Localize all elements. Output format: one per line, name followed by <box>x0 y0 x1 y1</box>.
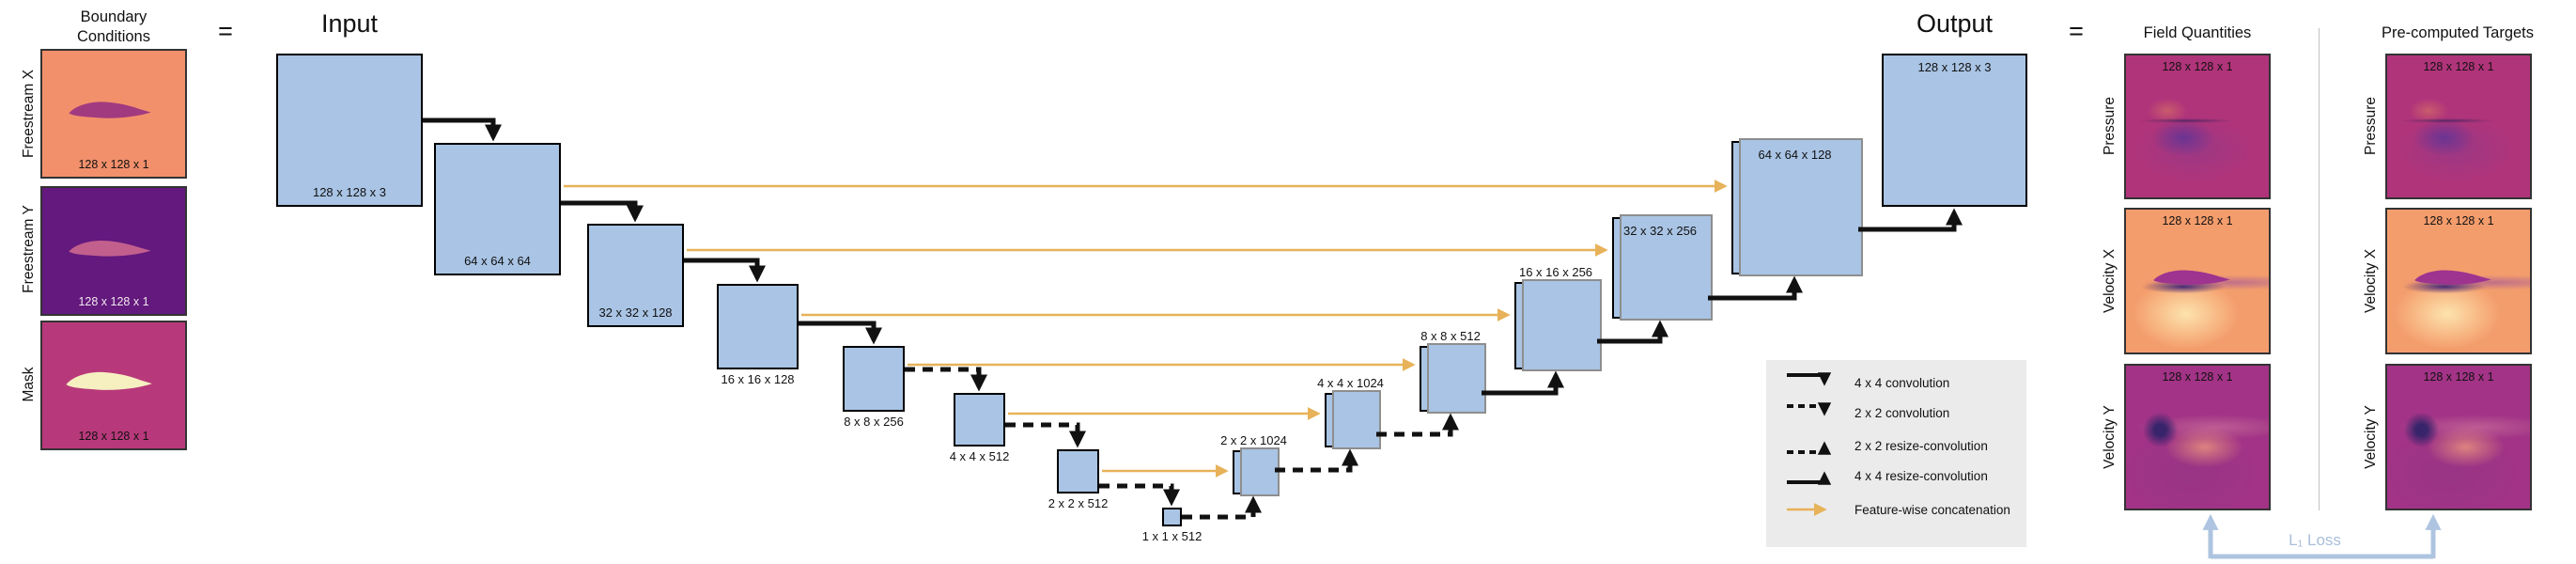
fq-pressure-label: Pressure <box>2102 96 2118 156</box>
fq-velocity-y-image: 128 x 128 x 1 <box>2124 364 2271 510</box>
pt-velocity-y-image: 128 x 128 x 1 <box>2385 364 2532 510</box>
legend-item: 4 x 4 convolution <box>1783 370 1949 395</box>
legend-label: 4 x 4 convolution <box>1854 375 1950 390</box>
legend-item: 4 x 4 resize-convolution <box>1783 463 1988 488</box>
airfoil-silhouette <box>66 371 152 390</box>
block-dec-4x4: 4 x 4 x 1024 <box>1317 376 1384 449</box>
block-dims: 2 x 2 x 512 <box>1047 496 1109 510</box>
image-dims: 128 x 128 x 1 <box>2423 370 2494 384</box>
block-dec-8x8: 8 x 8 x 512 <box>1420 329 1486 414</box>
block-dims: 1 x 1 x 512 <box>1141 529 1203 543</box>
mask-label: Mask <box>21 367 37 402</box>
fq-pressure-image: 128 x 128 x 1 <box>2124 54 2271 199</box>
block-dec-64x64: 64 x 64 x 128 <box>1731 138 1863 276</box>
block-dims: 4 x 4 x 1024 <box>1317 376 1384 390</box>
block-bottleneck-1x1: 1 x 1 x 512 <box>1142 508 1202 543</box>
block-dec-32x32: 32 x 32 x 256 <box>1612 214 1713 321</box>
block-dims: 16 x 16 x 256 <box>1518 265 1593 279</box>
freestream-y-label: Freestream Y <box>21 205 37 293</box>
airfoil-silhouette <box>2414 270 2492 286</box>
legend-icon-feature-concatenation <box>1787 503 1827 516</box>
legend-label: 2 x 2 resize-convolution <box>1854 438 1988 453</box>
block-dims: 4 x 4 x 512 <box>949 449 1010 463</box>
block-enc-32x32: 32 x 32 x 128 <box>587 224 684 327</box>
input-title: Input <box>320 9 379 38</box>
block-dims: 128 x 128 x 3 <box>312 185 387 199</box>
block-dims: 128 x 128 x 3 <box>1917 60 1992 74</box>
image-dims: 128 x 128 x 1 <box>78 158 149 171</box>
block-dims: 8 x 8 x 512 <box>1420 329 1481 343</box>
block-output: 128 x 128 x 3 <box>1882 54 2027 207</box>
block-dims: 64 x 64 x 128 <box>1758 148 1832 162</box>
block-dims: 2 x 2 x 1024 <box>1220 433 1287 447</box>
legend-label: Feature-wise concatenation <box>1854 502 2010 517</box>
legend-item: 2 x 2 convolution <box>1783 400 1949 425</box>
block-dims: 8 x 8 x 256 <box>844 415 904 429</box>
pt-pressure-image: 128 x 128 x 1 <box>2385 54 2532 199</box>
legend-icon-2x2-convolution <box>1787 402 1832 416</box>
pt-velocity-y-label: Velocity Y <box>2363 405 2379 469</box>
block-dec-2x2: 2 x 2 x 1024 <box>1220 433 1287 496</box>
block-input: 128 x 128 x 3 <box>276 54 423 207</box>
pt-pressure-label: Pressure <box>2363 96 2379 156</box>
legend-label: 2 x 2 convolution <box>1854 405 1950 420</box>
image-dims: 128 x 128 x 1 <box>2423 60 2494 73</box>
image-dims: 128 x 128 x 1 <box>2162 60 2233 73</box>
legend-icon-4x4-resize-convolution <box>1787 471 1832 485</box>
image-dims: 128 x 128 x 1 <box>2423 214 2494 227</box>
block-dims: 32 x 32 x 128 <box>598 306 673 320</box>
precomputed-targets-title: Pre-computed Targets <box>2381 24 2535 41</box>
legend-item: 2 x 2 resize-convolution <box>1783 433 1988 458</box>
block-dec-16x16: 16 x 16 x 256 <box>1514 265 1602 371</box>
fq-velocity-y-label: Velocity Y <box>2102 405 2118 469</box>
resize-conv-2x2-arrows <box>1182 413 1459 520</box>
legend-box: 4 x 4 convolution 2 x 2 convolution 2 x … <box>1766 360 2026 547</box>
legend-icon-2x2-resize-convolution <box>1787 441 1832 455</box>
airfoil-silhouette <box>69 102 151 118</box>
equals-sign-right: = <box>2069 17 2084 45</box>
field-quantities-title: Field Quantities <box>2143 24 2252 41</box>
block-dims: 64 x 64 x 64 <box>464 254 531 268</box>
mask-image: 128 x 128 x 1 <box>40 321 187 450</box>
output-title: Output <box>1916 9 1994 38</box>
block-enc-2x2: 2 x 2 x 512 <box>1048 449 1108 510</box>
legend-item: Feature-wise concatenation <box>1783 497 2010 522</box>
equals-sign-left: = <box>218 17 233 45</box>
fq-velocity-x-image: 128 x 128 x 1 <box>2124 208 2271 354</box>
image-dims: 128 x 128 x 1 <box>2162 214 2233 227</box>
block-dims: 32 x 32 x 256 <box>1622 224 1698 238</box>
image-dims: 128 x 128 x 1 <box>78 430 149 443</box>
block-enc-16x16: 16 x 16 x 128 <box>717 284 799 386</box>
block-enc-8x8: 8 x 8 x 256 <box>843 346 905 429</box>
freestream-y-image: 128 x 128 x 1 <box>40 186 187 316</box>
l1-loss-label: L₁ Loss <box>2289 531 2341 549</box>
block-enc-64x64: 64 x 64 x 64 <box>434 143 561 275</box>
image-dims: 128 x 128 x 1 <box>78 295 149 308</box>
freestream-x-image: 128 x 128 x 1 <box>40 49 187 179</box>
legend-label: 4 x 4 resize-convolution <box>1854 468 1988 483</box>
boundary-conditions-title: Boundary Conditions <box>77 8 150 46</box>
airfoil-silhouette <box>69 240 151 257</box>
freestream-x-label: Freestream X <box>21 70 37 158</box>
block-dims: 16 x 16 x 128 <box>721 372 795 386</box>
fq-velocity-x-label: Velocity X <box>2102 248 2118 314</box>
image-dims: 128 x 128 x 1 <box>2162 370 2233 384</box>
conv-2x2-arrows <box>905 367 1180 507</box>
pt-velocity-x-image: 128 x 128 x 1 <box>2385 208 2532 354</box>
block-enc-4x4: 4 x 4 x 512 <box>950 393 1009 463</box>
pt-velocity-x-label: Velocity X <box>2363 248 2379 314</box>
column-divider <box>2319 28 2320 510</box>
airfoil-silhouette <box>2153 270 2231 286</box>
legend-icon-4x4-convolution <box>1787 372 1832 386</box>
